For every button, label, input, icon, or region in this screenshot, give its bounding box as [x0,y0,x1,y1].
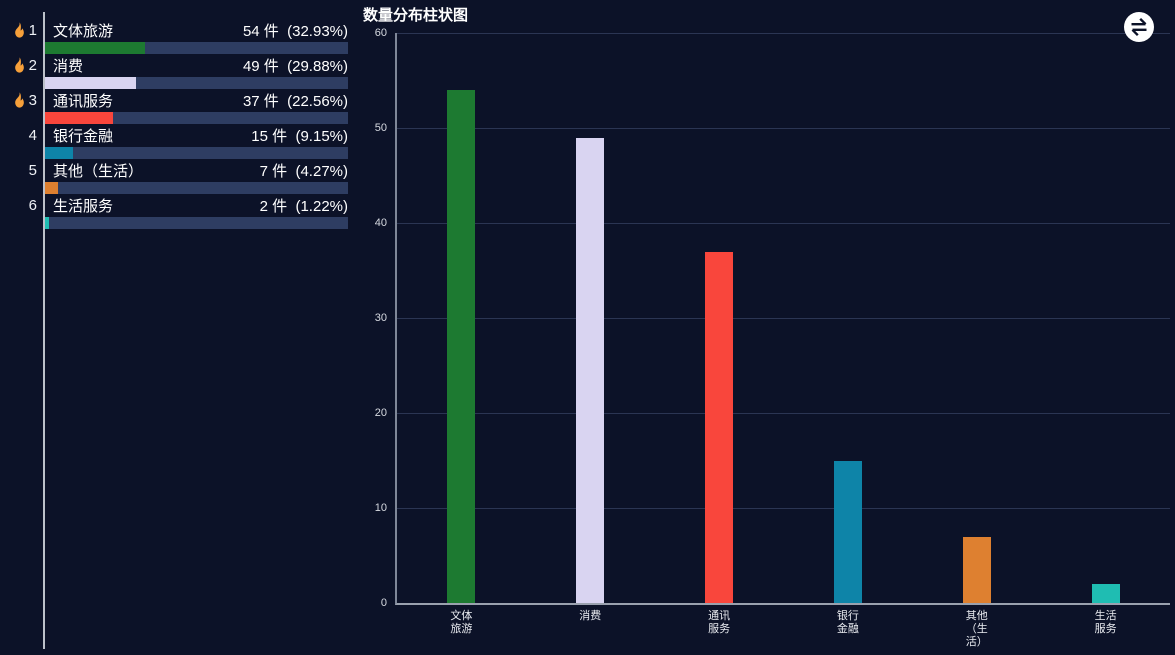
rank-number-text: 6 [28,196,37,214]
rank-name: 银行金融 [53,127,114,145]
rank-name: 生活服务 [53,197,114,215]
bar[interactable] [833,460,862,603]
rank-item-line: 4 银行金融 15 件 (9.15%) [0,124,348,146]
rank-number-text: 4 [28,126,37,144]
progress-track [45,217,348,229]
x-axis-category-label: 文体 旅游 [450,610,473,635]
bar[interactable] [1091,584,1120,603]
rank-stat: 37 件 (22.56%) [242,92,348,110]
progress-fill [45,112,114,124]
grid-line [397,222,1170,224]
x-axis-category-label: 生活 服务 [1094,610,1117,635]
chart-title: 数量分布柱状图 [363,7,469,24]
progress-track [45,77,348,89]
rank-number: 4 [0,127,45,144]
rank-item: 1 文体旅游 54 件 (32.93%) [0,19,348,54]
rank-stat: 2 件 (1.22%) [259,197,348,215]
progress-fill [45,217,49,229]
grid-line [397,317,1170,319]
rank-number: 2 [0,57,45,74]
rank-stat: 54 件 (32.93%) [242,22,348,40]
rank-item-line: 6 生活服务 2 件 (1.22%) [0,194,348,216]
swap-icon [1124,12,1154,42]
bar[interactable] [705,251,734,603]
rank-item: 3 通讯服务 37 件 (22.56%) [0,89,348,124]
y-axis-tick-label: 10 [374,502,387,514]
rank-name: 消费 [53,57,84,75]
y-axis-tick-label: 30 [374,312,387,324]
y-axis-tick-label: 40 [374,217,387,229]
grid-line [397,127,1170,129]
bar-chart-plot: 0 10 20 30 40 50 60 文体 旅游 消费 通讯 服务 银行 金融 其他 （生 活） 生活… [375,27,1170,648]
rank-number: 3 [0,92,45,109]
progress-fill [45,147,73,159]
progress-fill [45,42,145,54]
x-axis-category-label: 银行 金融 [836,610,859,635]
rank-number: 1 [0,22,45,39]
bar[interactable] [447,90,476,603]
grid-line [397,32,1170,34]
rank-name: 文体旅游 [53,22,114,40]
rank-name: 其他（生活） [53,162,144,180]
x-axis-category-label: 消费 [579,610,602,622]
y-axis-tick-label: 0 [380,597,387,609]
progress-fill [45,182,58,194]
y-axis-tick-label: 50 [374,122,387,134]
rank-stat: 15 件 (9.15%) [251,127,348,145]
rank-item: 2 消费 49 件 (29.88%) [0,54,348,89]
rank-number-text: 2 [28,56,37,74]
progress-track [45,147,348,159]
rank-item: 6 生活服务 2 件 (1.22%) [0,194,348,229]
rank-number-text: 3 [28,91,37,109]
rank-item-line: 2 消费 49 件 (29.88%) [0,54,348,76]
ranking-list: 1 文体旅游 54 件 (32.93%) 2 消费 49 件 (29.88%) … [0,19,348,229]
rank-number: 6 [0,197,45,214]
x-axis-category-label: 其他 （生 活） [965,610,988,648]
ranking-panel: 1 文体旅游 54 件 (32.93%) 2 消费 49 件 (29.88%) … [0,19,348,229]
grid-line [397,507,1170,509]
flame-icon [14,22,24,38]
rank-item: 4 银行金融 15 件 (9.15%) [0,124,348,159]
toggle-chart-type-button[interactable] [1123,11,1155,43]
rank-stat: 49 件 (29.88%) [242,57,348,75]
x-axis-category-label: 通讯 服务 [708,610,731,635]
bar-chart-panel: 数量分布柱状图 0 10 20 30 40 50 60 文体 旅游 消费 通讯 服务 银行 金融 其他… [355,0,1175,655]
rank-item: 5 其他（生活） 7 件 (4.27%) [0,159,348,194]
progress-fill [45,77,136,89]
rank-item-line: 5 其他（生活） 7 件 (4.27%) [0,159,348,181]
separator-line [43,12,45,649]
y-axis-tick-label: 20 [374,407,387,419]
bar[interactable] [576,137,605,603]
rank-number: 5 [0,162,45,179]
progress-track [45,112,348,124]
progress-track [45,42,348,54]
flame-icon [14,92,24,108]
bar[interactable] [962,536,991,603]
flame-icon [14,57,24,73]
rank-item-line: 3 通讯服务 37 件 (22.56%) [0,89,348,111]
rank-number-text: 5 [28,161,37,179]
rank-name: 通讯服务 [53,92,114,110]
rank-number-text: 1 [28,21,37,39]
y-axis-tick-label: 60 [374,27,387,39]
progress-track [45,182,348,194]
grid-line [397,412,1170,414]
rank-item-line: 1 文体旅游 54 件 (32.93%) [0,19,348,41]
rank-stat: 7 件 (4.27%) [259,162,348,180]
